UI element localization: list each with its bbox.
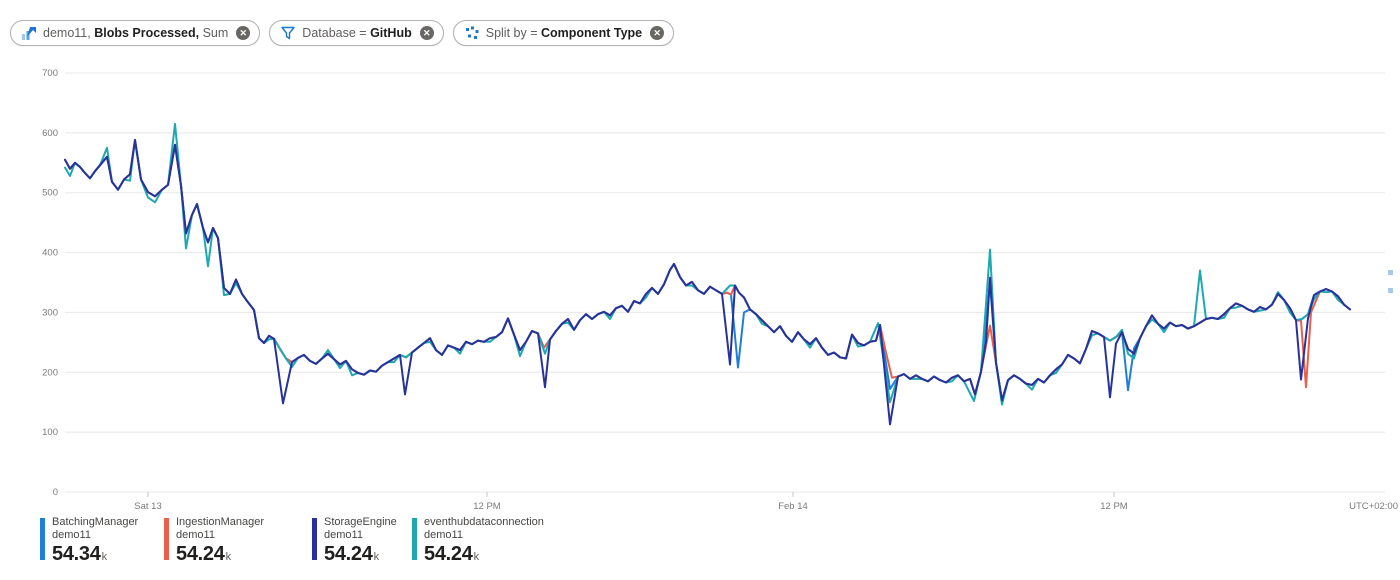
legend-unit: k <box>473 551 480 563</box>
legend-value: 54.24 <box>176 543 225 565</box>
legend-value: 54.24 <box>324 543 373 565</box>
legend-color-bar <box>164 518 169 560</box>
legend-value-row: 54.24k <box>176 543 264 566</box>
legend-unit: k <box>101 551 108 563</box>
legend-color-bar <box>40 518 45 560</box>
legend-text: StorageEngine demo11 54.24k <box>324 516 397 566</box>
svg-text:Sat 13: Sat 13 <box>134 501 161 512</box>
metrics-icon <box>22 27 36 40</box>
legend-value: 54.24 <box>424 543 473 565</box>
legend-series-name: BatchingManager <box>52 516 139 528</box>
legend-resource: demo11 <box>176 529 215 541</box>
split-by-label: Split by = Component Type <box>486 26 642 40</box>
filter-value: GitHub <box>370 26 412 40</box>
svg-text:300: 300 <box>42 307 58 318</box>
svg-text:100: 100 <box>42 427 58 438</box>
chart-legend: BatchingManager demo11 54.34k IngestionM… <box>0 516 1400 576</box>
legend-color-bar <box>312 518 317 560</box>
svg-text:700: 700 <box>42 68 58 79</box>
metric-name: Blobs Processed, <box>94 26 200 40</box>
legend-value-row: 54.24k <box>424 543 544 566</box>
legend-text: IngestionManager demo11 54.24k <box>176 516 264 566</box>
legend-value-row: 54.34k <box>52 543 138 566</box>
svg-text:12 PM: 12 PM <box>1100 501 1128 512</box>
legend-resource: demo11 <box>52 529 91 541</box>
chart-edge-handle-dot[interactable] <box>1388 288 1393 293</box>
metric-aggregation: Sum <box>199 26 229 40</box>
svg-text:200: 200 <box>42 367 58 378</box>
close-icon[interactable]: ✕ <box>236 26 251 40</box>
metric-pill-label: demo11, Blobs Processed, Sum <box>43 26 228 40</box>
filter-icon <box>281 26 295 40</box>
legend-item-eventhubdataconnection[interactable]: eventhubdataconnection demo11 54.24k <box>412 516 544 566</box>
legend-color-bar <box>412 518 417 560</box>
legend-series-name: StorageEngine <box>324 516 397 528</box>
metric-pill[interactable]: demo11, Blobs Processed, Sum ✕ <box>10 20 261 46</box>
split-key: Split by <box>485 26 527 40</box>
legend-text: BatchingManager demo11 54.34k <box>52 516 138 566</box>
svg-text:600: 600 <box>42 128 58 139</box>
svg-text:Feb 14: Feb 14 <box>778 501 808 512</box>
svg-text:500: 500 <box>42 188 58 199</box>
legend-item-ingestionmanager[interactable]: IngestionManager demo11 54.24k <box>164 516 264 566</box>
legend-item-storageengine[interactable]: StorageEngine demo11 54.24k <box>312 516 397 566</box>
split-value: Component Type <box>540 26 643 40</box>
legend-text: eventhubdataconnection demo11 54.24k <box>424 516 544 566</box>
legend-series-name: IngestionManager <box>176 516 265 528</box>
legend-item-batchingmanager[interactable]: BatchingManager demo11 54.34k <box>40 516 138 566</box>
legend-value: 54.34 <box>52 543 101 565</box>
svg-text:UTC+02:00: UTC+02:00 <box>1349 501 1398 512</box>
legend-unit: k <box>373 551 380 563</box>
split-operator: = <box>526 26 541 40</box>
filter-pill-bar: demo11, Blobs Processed, Sum ✕ Database … <box>10 20 675 46</box>
split-by-pill[interactable]: Split by = Component Type ✕ <box>452 20 675 46</box>
filter-operator: = <box>355 26 371 40</box>
metrics-chart-svg[interactable]: 700 600 500 400 300 200 100 0 Sat 13 12 PM Feb 14 1… <box>0 0 1400 515</box>
close-icon[interactable]: ✕ <box>419 26 434 40</box>
legend-series-name: eventhubdataconnection <box>424 516 544 528</box>
chart-edge-handle-dot[interactable] <box>1388 270 1393 275</box>
close-icon[interactable]: ✕ <box>650 26 665 40</box>
legend-resource: demo11 <box>424 529 463 541</box>
database-filter-pill[interactable]: Database = GitHub ✕ <box>269 20 444 46</box>
legend-value-row: 54.24k <box>324 543 397 566</box>
split-icon <box>465 26 479 39</box>
filter-key: Database <box>302 26 356 40</box>
database-filter-label: Database = GitHub <box>302 26 411 40</box>
svg-text:12 PM: 12 PM <box>473 501 501 512</box>
svg-text:400: 400 <box>42 248 58 259</box>
svg-text:0: 0 <box>53 487 58 498</box>
legend-resource: demo11 <box>324 529 363 541</box>
legend-unit: k <box>225 551 232 563</box>
metric-resource: demo11, <box>43 26 95 40</box>
